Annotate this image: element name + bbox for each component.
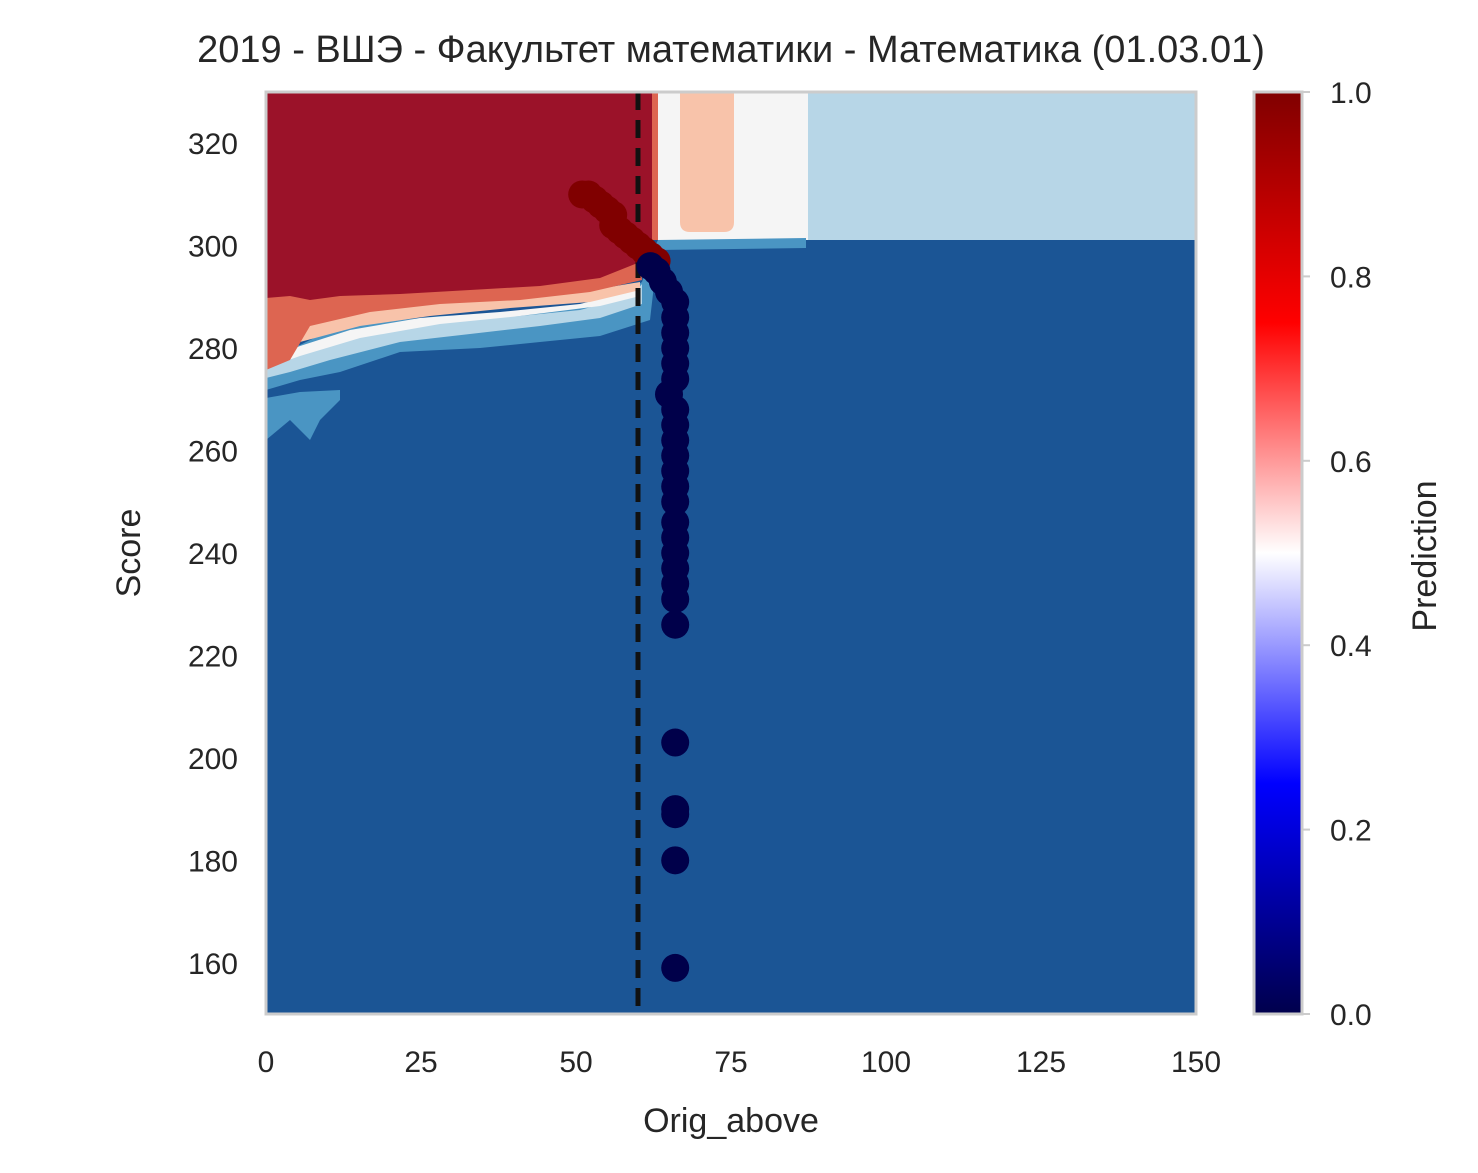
plot-area — [266, 92, 1196, 1014]
x-tick-label: 150 — [1171, 1046, 1221, 1079]
region-upper-mid-pink — [680, 92, 734, 232]
x-tick-label: 100 — [861, 1046, 911, 1079]
x-tick-label: 0 — [258, 1046, 275, 1079]
y-tick-label: 240 — [188, 538, 238, 571]
colorbar-ticks: 0.0 0.2 0.4 0.6 0.8 1.0 — [1302, 77, 1372, 1032]
x-axis-ticks: 0 25 50 75 100 125 150 — [258, 1046, 1221, 1079]
y-tick-label: 180 — [188, 845, 238, 878]
chart-title: 2019 - ВШЭ - Факультет математики - Мате… — [197, 29, 1265, 71]
scatter-point — [661, 610, 690, 639]
x-axis-label: Orig_above — [643, 1102, 819, 1140]
colorbar-label: Prediction — [1406, 480, 1444, 631]
plot-frame — [264, 90, 1198, 1016]
y-tick-label: 200 — [188, 743, 238, 776]
colorbar-tick-label: 0.0 — [1330, 999, 1372, 1032]
colorbar-tick-label: 1.0 — [1330, 77, 1372, 110]
region-left-teeth — [266, 390, 340, 440]
region-band-salmon — [266, 262, 642, 370]
scatter-point — [661, 800, 690, 829]
y-tick-label: 300 — [188, 231, 238, 264]
x-tick-label: 75 — [714, 1046, 747, 1079]
colorbar-gradient — [1254, 92, 1302, 1014]
y-axis-label: Score — [110, 509, 148, 598]
region-band-white — [266, 290, 640, 368]
y-tick-label: 160 — [188, 948, 238, 981]
region-upper-right — [806, 92, 1196, 240]
y-tick-label: 260 — [188, 436, 238, 469]
region-high — [266, 92, 652, 300]
region-band-light — [266, 284, 642, 378]
colorbar-tick-label: 0.8 — [1330, 261, 1372, 294]
x-tick-label: 125 — [1016, 1046, 1066, 1079]
colorbar-tick-label: 0.4 — [1330, 630, 1372, 663]
scatter-point — [661, 585, 690, 614]
x-tick-label: 25 — [404, 1046, 437, 1079]
scatter-points — [568, 180, 690, 982]
x-tick-label: 50 — [559, 1046, 592, 1079]
scatter-point — [661, 728, 690, 757]
region-band-pink — [266, 282, 640, 350]
scatter-point — [661, 487, 690, 516]
scatter-point — [661, 953, 690, 982]
scatter-point — [661, 846, 690, 875]
y-tick-label: 280 — [188, 333, 238, 366]
colorbar-tick-label: 0.2 — [1330, 815, 1372, 848]
colorbar-tick-label: 0.6 — [1330, 446, 1372, 479]
y-tick-label: 220 — [188, 640, 238, 673]
y-tick-label: 320 — [188, 128, 238, 161]
y-axis-ticks: 160 180 200 220 240 260 280 300 320 — [188, 128, 238, 981]
region-upper-mid-edge — [650, 92, 658, 240]
colorbar-frame — [1252, 90, 1304, 1016]
